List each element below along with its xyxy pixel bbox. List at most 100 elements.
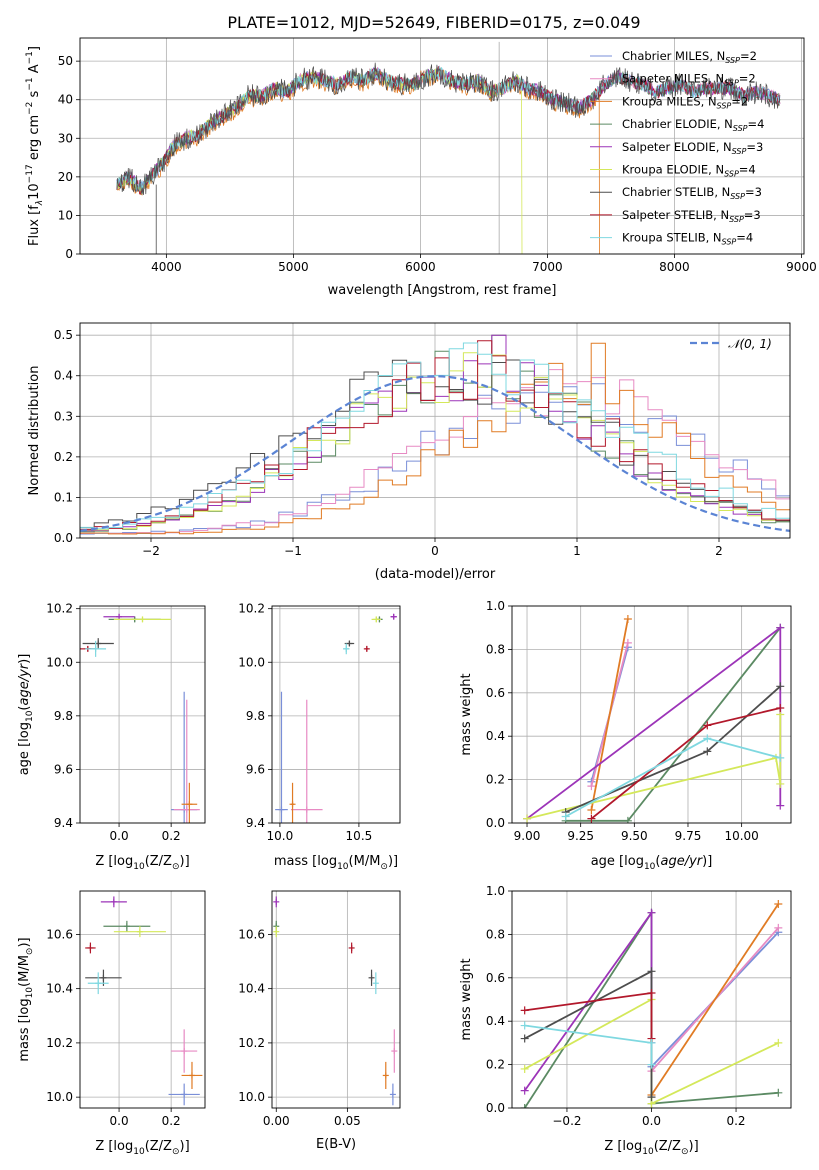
weight-marker-chab_elodie (520, 1104, 529, 1108)
weight-marker-salp_elodie (520, 1086, 529, 1095)
weight-marker-chab_elodie (623, 816, 632, 823)
weight-marker-krou_stelib (520, 1021, 529, 1030)
x-tick-label: 0.0 (110, 1114, 129, 1128)
x-tick-label: 0.05 (334, 1114, 361, 1128)
plot-area (116, 41, 781, 254)
y-tick-label: 0.5 (54, 328, 73, 342)
spectrum-krou_elodie (116, 66, 523, 254)
x-tick-label: −1 (284, 544, 302, 558)
y-tick-label: 0.8 (486, 927, 505, 941)
plot-area (273, 896, 398, 1106)
panel-weight_vs_Z: −0.2 0.0 0.2 0.0 0.2 0.4 0.6 0.8 1.0 Z [log10(Z/Z… (459, 884, 792, 1157)
y-tick-label: 10.2 (46, 1036, 73, 1050)
y-axis-label: mass [log10(M/M⊙)] (17, 937, 35, 1061)
legend-label-krou_stelib: Kroupa STELIB, NSSP=4 (622, 231, 753, 247)
panel-mass_vs_Z: 0.0 0.2 10.0 10.2 10.4 10.6 Z [log10(Z/Z⊙)] mas… (17, 890, 206, 1157)
y-tick-label: 0.8 (486, 642, 505, 656)
x-tick-label: 10.5 (346, 829, 373, 843)
axes-frame (79, 322, 791, 539)
x-tick-label: 1 (573, 544, 581, 558)
y-tick-label: 0.6 (486, 686, 505, 700)
plot-area (80, 334, 790, 535)
histogram-salp_stelib (80, 340, 790, 531)
x-axis-label: age [log10(age/yr)] (591, 854, 713, 872)
y-tick-label: 9.4 (54, 816, 73, 830)
legend-label-krou_miles: Kroupa MILES, NSSP=2 (622, 94, 748, 110)
axes-frame (511, 605, 792, 824)
spectrum-chab_stelib (116, 62, 781, 196)
x-tick-label: 0.2 (162, 1114, 181, 1128)
weight-marker-salp_miles (587, 782, 596, 791)
legend-label-chab_miles: Chabrier MILES, NSSP=2 (622, 49, 757, 65)
weight-marker-krou_miles (774, 900, 783, 909)
axes-frame (79, 605, 206, 824)
panel-weight_vs_age: 9.00 9.25 9.50 9.75 10.00 0.0 0.2 0.4 0.6 0.8 1.0 a… (459, 599, 792, 872)
y-tick-label: 9.8 (246, 709, 265, 723)
y-tick-label: 0.3 (54, 409, 73, 423)
y-tick-label: 10.0 (46, 1090, 73, 1104)
weight-marker-krou_stelib (647, 1038, 656, 1047)
x-tick-label: 0 (431, 544, 439, 558)
histogram-krou_stelib (80, 342, 790, 530)
weight-marker-chab_stelib (647, 967, 656, 976)
histogram-salp_miles (80, 369, 790, 534)
legend-label-salp_elodie: Salpeter ELODIE, NSSP=3 (622, 140, 763, 156)
x-tick-label: 6000 (405, 260, 436, 274)
x-tick-label: 4000 (151, 260, 182, 274)
y-tick-label: 10.2 (238, 602, 265, 616)
y-tick-label: 0.4 (486, 1014, 505, 1028)
y-tick-label: 0.4 (54, 369, 73, 383)
x-axis-label: (data-model)/error (375, 567, 496, 582)
weight-marker-salp_stelib (776, 703, 785, 712)
y-axis-label: age [log10(age/yr)] (17, 654, 35, 776)
x-tick-label: 0.0 (110, 829, 129, 843)
plot-area (523, 615, 785, 823)
weight-marker-salp_elodie (776, 801, 785, 810)
legend-label-chab_stelib: Chabrier STELIB, NSSP=3 (622, 185, 762, 201)
y-tick-label: 0.2 (486, 1058, 505, 1072)
weight-marker-salp_miles (774, 923, 783, 932)
x-axis-label: Z [log10(Z/Z⊙)] (95, 1139, 189, 1157)
y-tick-label: 0.4 (486, 729, 505, 743)
y-tick-label: 0.1 (54, 490, 73, 504)
y-tick-label: 9.4 (246, 816, 265, 830)
y-tick-label: 10.6 (238, 927, 265, 941)
y-tick-label: 0.0 (54, 531, 73, 545)
spectrum-krou_stelib (116, 66, 780, 193)
y-tick-label: 10.6 (46, 927, 73, 941)
plot-area (80, 613, 200, 823)
weight-marker-salp_elodie (647, 908, 656, 917)
legend-label-chab_elodie: Chabrier ELODIE, NSSP=4 (622, 117, 764, 133)
legend-label-gaussian: 𝒩(0, 1) (728, 337, 772, 351)
x-axis-label: E(B-V) (316, 1137, 356, 1152)
y-tick-label: 10.4 (238, 982, 265, 996)
spectrum-krou_miles (116, 70, 600, 254)
x-tick-label: 0.00 (263, 1114, 290, 1128)
x-tick-label: −0.2 (552, 1114, 581, 1128)
axes-frame (79, 37, 805, 255)
x-tick-label: 9.75 (675, 829, 702, 843)
axes-frame (271, 890, 401, 1109)
weight-marker-salp_miles (623, 638, 632, 647)
y-tick-label: 50 (58, 54, 73, 68)
weight-marker-krou_elodie (520, 1064, 529, 1073)
y-tick-label: 0.2 (486, 773, 505, 787)
x-tick-label: 0.2 (162, 829, 181, 843)
y-tick-label: 10.0 (238, 655, 265, 669)
weight-marker-krou_stelib (703, 734, 712, 743)
y-tick-label: 9.6 (246, 762, 265, 776)
weight-marker-chab_stelib (703, 747, 712, 756)
y-tick-label: 10.4 (46, 982, 73, 996)
y-tick-label: 0.0 (486, 1101, 505, 1115)
weight-marker-salp_stelib (520, 1006, 529, 1015)
x-tick-label: 9000 (786, 260, 817, 274)
weight-line-salp_elodie (526, 625, 782, 820)
x-tick-label: 10.0 (267, 829, 294, 843)
y-tick-label: 10.2 (238, 1036, 265, 1050)
weight-marker-chab_stelib (776, 682, 785, 691)
plot-area (85, 896, 203, 1106)
x-axis-label: Z [log10(Z/Z⊙)] (95, 854, 189, 872)
figure-title: PLATE=1012, MJD=52649, FIBERID=0175, z=0… (227, 13, 640, 32)
weight-marker-krou_elodie (774, 1038, 783, 1047)
